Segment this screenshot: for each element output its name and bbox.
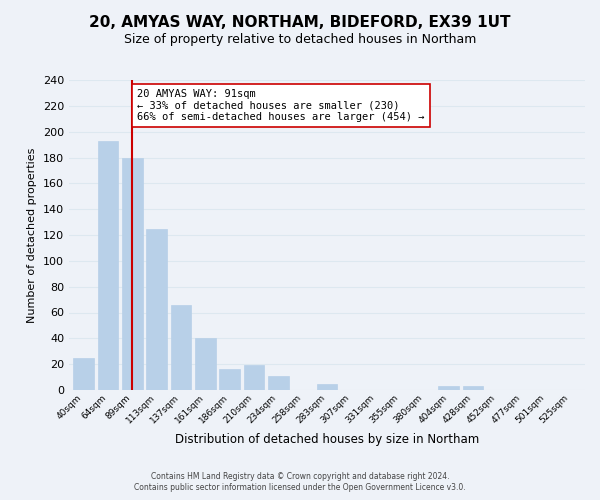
Bar bbox=[439, 386, 459, 390]
Bar bbox=[170, 304, 191, 390]
Bar bbox=[122, 158, 143, 390]
Bar bbox=[195, 338, 215, 390]
Bar bbox=[317, 384, 337, 390]
Bar bbox=[146, 228, 167, 390]
Text: 20, AMYAS WAY, NORTHAM, BIDEFORD, EX39 1UT: 20, AMYAS WAY, NORTHAM, BIDEFORD, EX39 1… bbox=[89, 15, 511, 30]
X-axis label: Distribution of detached houses by size in Northam: Distribution of detached houses by size … bbox=[175, 433, 479, 446]
Text: Contains public sector information licensed under the Open Government Licence v3: Contains public sector information licen… bbox=[134, 484, 466, 492]
Bar bbox=[268, 376, 289, 390]
Bar bbox=[98, 140, 118, 390]
Text: Size of property relative to detached houses in Northam: Size of property relative to detached ho… bbox=[124, 32, 476, 46]
Bar bbox=[219, 370, 240, 390]
Text: 20 AMYAS WAY: 91sqm
← 33% of detached houses are smaller (230)
66% of semi-detac: 20 AMYAS WAY: 91sqm ← 33% of detached ho… bbox=[137, 89, 425, 122]
Bar bbox=[244, 366, 265, 390]
Bar bbox=[73, 358, 94, 390]
Y-axis label: Number of detached properties: Number of detached properties bbox=[28, 148, 37, 322]
Bar bbox=[463, 386, 484, 390]
Text: Contains HM Land Registry data © Crown copyright and database right 2024.: Contains HM Land Registry data © Crown c… bbox=[151, 472, 449, 481]
